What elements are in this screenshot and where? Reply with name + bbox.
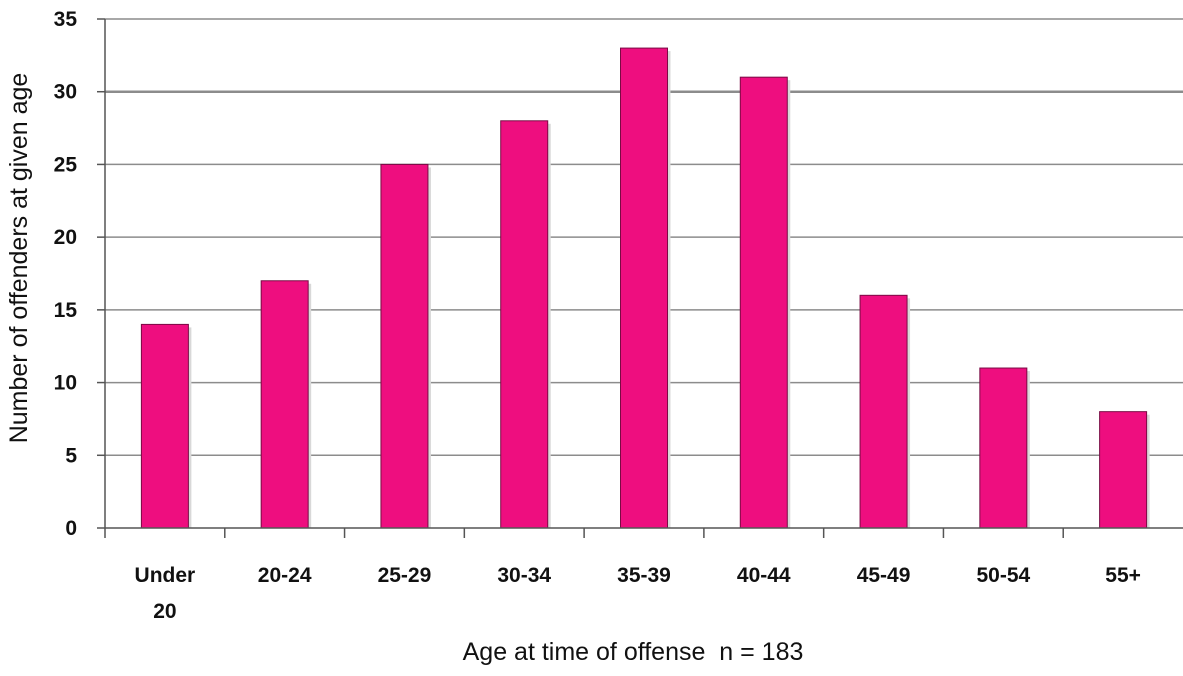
- x-tick-label: 50-54: [976, 564, 1030, 587]
- y-tick-label: 20: [54, 226, 77, 249]
- x-tick-label-line: 35-39: [617, 564, 671, 587]
- y-tick-label: 35: [54, 8, 78, 31]
- bar: [380, 163, 429, 529]
- y-tick-label: 15: [54, 299, 78, 322]
- x-tick-label-line: Under: [135, 564, 196, 587]
- labels: 0 5 10 15 20 25 30 35 Under 20 20-24 25-29 30-34 35-3…: [54, 8, 1141, 623]
- bar: [620, 47, 668, 529]
- bars: [140, 47, 1150, 529]
- x-tick-label: 20-24: [258, 564, 312, 587]
- x-tick-label-line: 20-24: [258, 564, 312, 587]
- bar: [979, 367, 1028, 529]
- x-tick-label-line: 40-44: [737, 564, 791, 587]
- axes: [97, 18, 1183, 538]
- bar: [859, 294, 908, 529]
- x-tick-label-line: 25-29: [378, 564, 432, 587]
- bar: [739, 76, 788, 529]
- y-axis-title: Number of offenders at given age: [5, 73, 33, 444]
- x-tick-label: 45-49: [857, 564, 911, 587]
- x-tick-label: 25-29: [378, 564, 432, 587]
- y-tick-label: 5: [65, 444, 77, 467]
- x-tick-label: 40-44: [737, 564, 791, 587]
- bar: [1099, 411, 1148, 529]
- x-tick-label-line: 30-34: [497, 564, 551, 587]
- y-tick-label: 30: [54, 81, 77, 104]
- y-tick-label: 0: [65, 517, 77, 540]
- x-tick-label: 35-39: [617, 564, 671, 587]
- x-tick-label-line: 55+: [1105, 564, 1141, 587]
- y-tick-label: 10: [54, 372, 77, 395]
- x-tick-label: 55+: [1105, 564, 1141, 587]
- bar: [140, 323, 189, 529]
- bar: [500, 120, 549, 529]
- x-tick-label-line: 45-49: [857, 564, 911, 587]
- x-tick-label-line: 50-54: [976, 564, 1030, 587]
- x-tick-label-line: 20: [153, 600, 176, 623]
- bar: [260, 280, 309, 529]
- y-tick-label: 25: [54, 153, 78, 176]
- x-tick-label: Under 20: [135, 564, 196, 623]
- x-tick-label: 30-34: [497, 564, 551, 587]
- x-axis-title: Age at time of offense n = 183: [463, 638, 804, 666]
